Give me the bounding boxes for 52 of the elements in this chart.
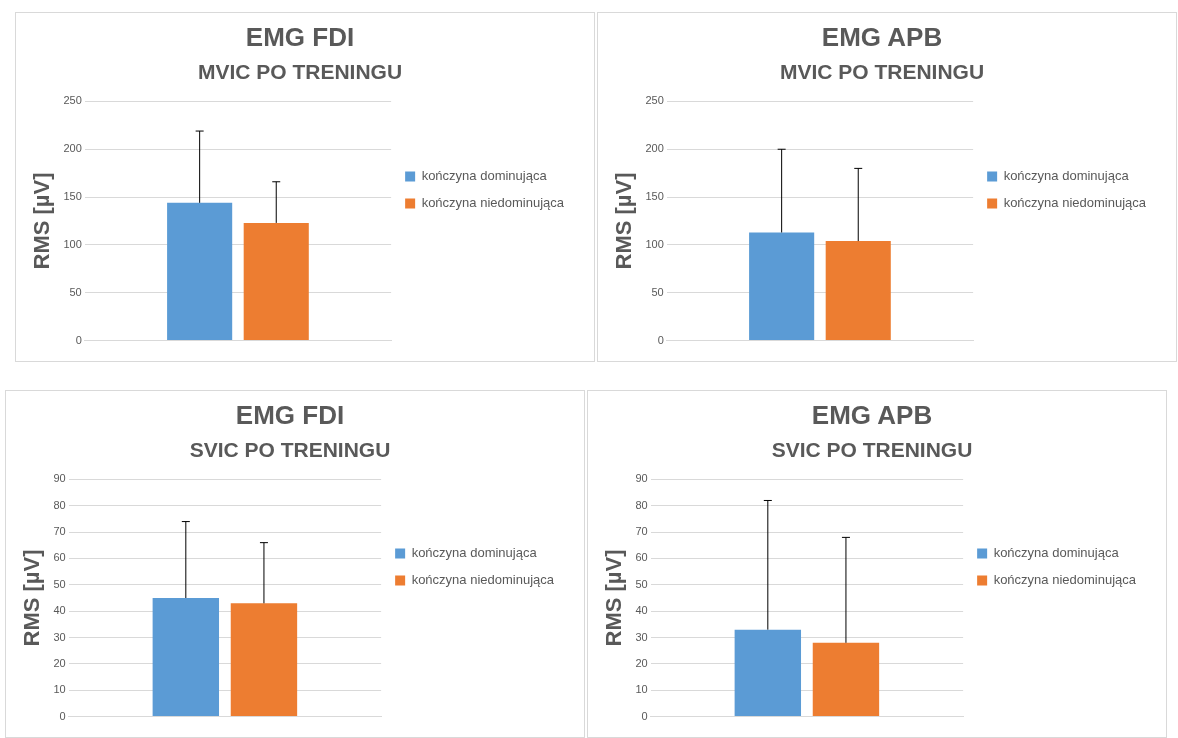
- y-tick-label: 90: [635, 472, 648, 485]
- chart-subtitle: SVIC PO TRENINGU: [189, 437, 391, 461]
- y-tick-label: 80: [635, 498, 648, 511]
- legend-label: kończyna niedominująca: [421, 195, 565, 211]
- y-tick-label: 100: [63, 237, 82, 250]
- y-tick-label: 40: [53, 604, 66, 617]
- legend-label: kończyna dominująca: [411, 545, 538, 561]
- y-tick-label: 50: [53, 577, 66, 590]
- y-axis-title: RMS [µV]: [601, 549, 627, 647]
- y-tick-label: 20: [53, 656, 66, 669]
- y-tick-label: 30: [635, 630, 648, 643]
- y-tick-label: 70: [635, 525, 648, 538]
- y-tick-label: 0: [657, 333, 664, 346]
- y-tick-label: 50: [635, 577, 648, 590]
- chart-subtitle: MVIC PO TRENINGU: [779, 59, 985, 83]
- y-tick-label: 80: [53, 498, 66, 511]
- y-tick-label: 60: [53, 551, 66, 564]
- y-tick-label: 100: [645, 237, 664, 250]
- y-tick-label: 60: [635, 551, 648, 564]
- legend-label: kończyna niedominująca: [411, 572, 555, 588]
- y-tick-label: 40: [635, 604, 648, 617]
- y-tick-label: 200: [645, 142, 664, 155]
- chart-title: EMG FDI: [235, 399, 345, 430]
- y-tick-label: 150: [645, 190, 664, 203]
- y-tick-label: 0: [641, 709, 648, 722]
- y-axis-title: RMS [µV]: [19, 549, 45, 647]
- chart-title: EMG FDI: [245, 21, 355, 52]
- y-tick-label: 250: [63, 94, 82, 107]
- chart-subtitle: MVIC PO TRENINGU: [197, 59, 403, 83]
- legend-label: kończyna niedominująca: [1003, 195, 1147, 211]
- legend-label: kończyna dominująca: [993, 545, 1120, 561]
- y-axis-title: RMS [µV]: [611, 172, 637, 270]
- y-tick-label: 70: [53, 525, 66, 538]
- y-axis-title: RMS [µV]: [29, 172, 55, 270]
- legend-label: kończyna dominująca: [1003, 168, 1130, 184]
- legend-label: kończyna dominująca: [421, 168, 548, 184]
- y-tick-label: 0: [59, 709, 66, 722]
- y-tick-label: 200: [63, 142, 82, 155]
- y-tick-label: 10: [53, 683, 66, 696]
- y-tick-label: 0: [75, 333, 82, 346]
- chart-subtitle: SVIC PO TRENINGU: [771, 437, 973, 461]
- y-tick-label: 150: [63, 190, 82, 203]
- chart-title: EMG APB: [811, 399, 933, 430]
- y-tick-label: 10: [635, 683, 648, 696]
- y-tick-label: 50: [69, 285, 82, 298]
- y-tick-label: 90: [53, 472, 66, 485]
- y-tick-label: 250: [645, 94, 664, 107]
- chart-title: EMG APB: [821, 21, 943, 52]
- y-tick-label: 30: [53, 630, 66, 643]
- y-tick-label: 20: [635, 656, 648, 669]
- y-tick-label: 50: [651, 285, 664, 298]
- legend-label: kończyna niedominująca: [993, 572, 1137, 588]
